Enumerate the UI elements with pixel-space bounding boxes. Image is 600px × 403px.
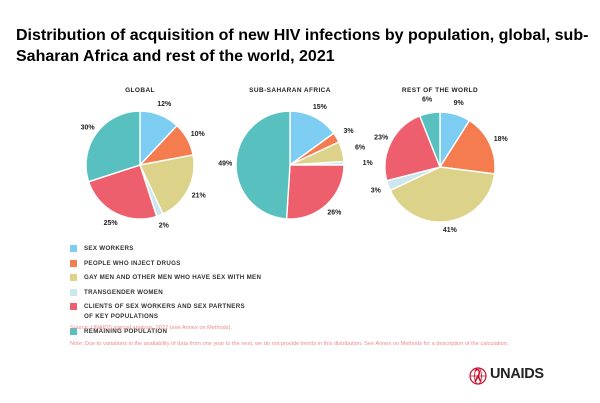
legend-label-transgender: TRANSGENDER WOMEN bbox=[84, 288, 164, 296]
pie-slice-rest-of-the-world-msm bbox=[389, 166, 496, 223]
legend-label-remaining: REMAINING POPULATION bbox=[84, 327, 168, 335]
legend-swatch-sex-workers bbox=[70, 245, 77, 252]
pie-label-global-msm: 21% bbox=[192, 192, 207, 199]
pie-slice-sub-saharan-africa-remaining bbox=[235, 110, 291, 220]
pie-label-rest-of-the-world-msm: 41% bbox=[443, 227, 458, 234]
legend-swatch-msm bbox=[70, 274, 77, 281]
legend-swatch-remaining bbox=[70, 327, 77, 335]
pie-label-sub-saharan-africa-remaining: 49% bbox=[218, 160, 233, 167]
chart-title: Distribution of acquisition of new HIV i… bbox=[16, 27, 589, 65]
pie-label-rest-of-the-world-sex_workers: 9% bbox=[454, 100, 465, 107]
pie-slice-sub-saharan-africa-clients bbox=[285, 164, 345, 220]
pie-label-global-sex_workers: 12% bbox=[157, 101, 172, 108]
pie-slice-global-clients bbox=[87, 164, 158, 220]
legend-swatch-pwid bbox=[70, 259, 77, 267]
unaids-logo-text: UNAIDS bbox=[490, 366, 544, 382]
source-text: Source: UNAIDS special analysis, 2022 (s… bbox=[70, 325, 232, 331]
pie-label-rest-of-the-world-pwid: 18% bbox=[494, 136, 509, 143]
pie-label-rest-of-the-world-transgender: 3% bbox=[371, 188, 382, 195]
pie-label-global-transgender: 2% bbox=[159, 223, 170, 230]
pie-label-sub-saharan-africa-msm: 6% bbox=[355, 145, 366, 152]
pie-label-sub-saharan-africa-sex_workers: 15% bbox=[313, 104, 328, 111]
legend-swatch-transgender bbox=[70, 288, 77, 296]
pie-label-sub-saharan-africa-transgender: 1% bbox=[363, 160, 374, 167]
pie-title-rest-of-the-world: REST OF THE WORLD bbox=[402, 87, 478, 94]
pie-slice-rest-of-the-world-clients bbox=[384, 114, 441, 182]
legend-label-sex-workers: SEX WORKERS bbox=[84, 245, 134, 252]
legend-label-msm: GAY MEN AND OTHER MEN WHO HAVE SEX WITH … bbox=[84, 274, 262, 281]
unaids-ribbon-globe-icon bbox=[469, 367, 487, 385]
pie-title-global: GLOBAL bbox=[125, 87, 155, 94]
pie-title-sub-saharan-africa: SUB-SAHARAN AFRICA bbox=[249, 87, 331, 94]
pie-slice-sub-saharan-africa-sex_workers bbox=[289, 110, 335, 167]
legend-label-clients-line2: OF KEY POPULATIONS bbox=[84, 313, 159, 320]
pie-slice-global-msm bbox=[138, 154, 195, 215]
pie-slice-rest-of-the-world-remaining bbox=[418, 111, 441, 168]
pie-slice-global-remaining bbox=[85, 110, 141, 183]
pie-label-global-clients: 25% bbox=[104, 220, 119, 227]
pie-label-rest-of-the-world-clients: 23% bbox=[374, 135, 389, 142]
pie-label-sub-saharan-africa-pwid: 3% bbox=[344, 128, 355, 135]
legend-label-clients-line1: CLIENTS OF SEX WORKERS AND SEX PARTNERS bbox=[84, 303, 245, 310]
unaids-logo: UNAIDS bbox=[468, 365, 593, 385]
pie-label-global-pwid: 10% bbox=[191, 131, 206, 138]
pie-label-sub-saharan-africa-clients: 26% bbox=[327, 210, 342, 217]
pie-label-global-remaining: 30% bbox=[81, 124, 96, 131]
pie-slice-rest-of-the-world-pwid bbox=[438, 119, 496, 175]
note-text: Note: Due to variations in the availabil… bbox=[70, 341, 509, 347]
legend-label-clients: CLIENTS OF SEX WORKERS AND SEX PARTNERS … bbox=[84, 302, 384, 322]
legend-label-pwid: PEOPLE WHO INJECT DRUGS bbox=[84, 259, 181, 267]
legend-swatch-clients bbox=[70, 303, 77, 310]
pie-label-rest-of-the-world-remaining: 6% bbox=[422, 96, 433, 103]
